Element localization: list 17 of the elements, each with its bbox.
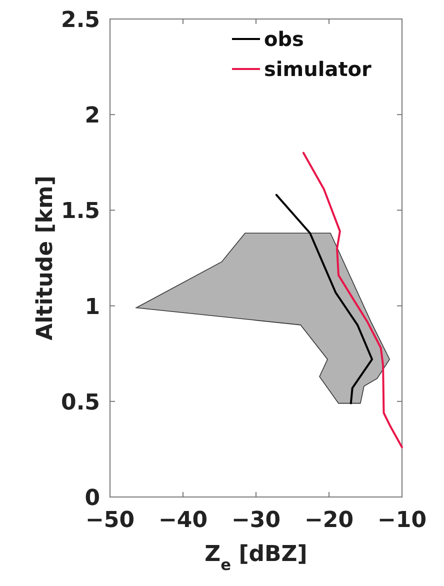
y-tick-label: 1	[84, 294, 100, 320]
line-series	[302, 152, 403, 448]
x-tick-label: −30	[231, 508, 281, 533]
x-axis-title: Z$_{e}$ [dBZ]	[204, 542, 308, 574]
x-tick-label: −40	[158, 508, 208, 533]
y-tick-label: 2	[84, 104, 100, 129]
legend-label: simulator	[264, 57, 372, 81]
y-axis-title: Altitude [km]	[33, 176, 58, 340]
line-series	[275, 194, 374, 404]
x-tick-label: −50	[85, 508, 135, 533]
y-tick-label: 1.5	[61, 199, 100, 224]
x-tick-label: −10	[377, 508, 427, 533]
y-tick-label: 0.5	[61, 390, 100, 416]
y-tick-label: 2.5	[61, 8, 100, 33]
legend-label: obs	[264, 27, 304, 51]
y-tick-label: 0	[84, 486, 100, 511]
x-tick-label: −20	[304, 508, 354, 533]
